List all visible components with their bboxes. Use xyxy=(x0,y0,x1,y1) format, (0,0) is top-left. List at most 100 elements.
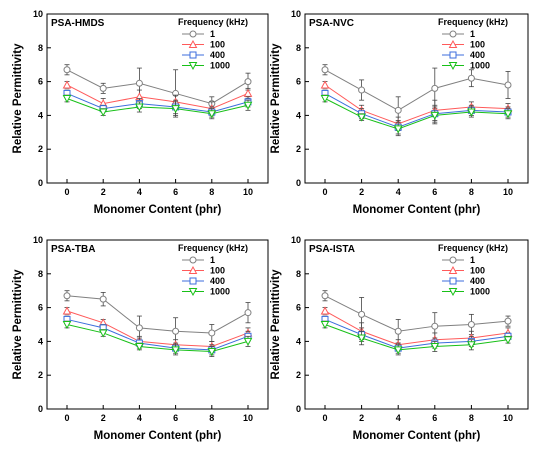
data-point xyxy=(394,106,402,114)
x-axis-label: Monomer Content (phr) xyxy=(94,430,222,442)
x-tick-label: 6 xyxy=(173,413,178,423)
series-line xyxy=(324,310,509,346)
series-400khz xyxy=(63,315,252,356)
x-tick-label: 0 xyxy=(322,413,327,423)
y-tick-label: 4 xyxy=(38,336,43,346)
data-point xyxy=(208,329,216,337)
data-point xyxy=(62,321,72,330)
x-tick-label: 8 xyxy=(209,413,214,423)
data-point xyxy=(393,346,403,355)
x-tick-label: 8 xyxy=(209,187,214,197)
series-line xyxy=(324,318,509,349)
legend-label: 100 xyxy=(470,266,485,276)
data-point xyxy=(171,346,180,355)
legend-label: 400 xyxy=(210,276,225,286)
data-point xyxy=(63,292,71,300)
series-1khz xyxy=(321,290,512,344)
series-line xyxy=(66,318,249,351)
x-tick-label: 4 xyxy=(137,187,142,197)
data-point xyxy=(467,321,475,328)
x-tick-label: 6 xyxy=(173,187,178,197)
data-point xyxy=(207,110,217,119)
data-point xyxy=(393,125,403,134)
legend-marker xyxy=(189,256,197,264)
y-tick-label: 8 xyxy=(38,43,43,53)
data-point xyxy=(320,321,330,330)
series-1000khz xyxy=(320,94,513,137)
legend-label: 1000 xyxy=(210,287,230,297)
x-tick-label: 6 xyxy=(432,187,437,197)
series-400khz xyxy=(321,89,512,135)
data-point xyxy=(135,324,143,332)
x-tick-label: 10 xyxy=(503,187,513,197)
x-tick-label: 4 xyxy=(396,187,401,197)
y-tick-label: 2 xyxy=(38,144,43,154)
legend-label: 1 xyxy=(470,29,475,39)
y-tick-label: 10 xyxy=(291,235,301,245)
plot-frame xyxy=(46,13,269,184)
data-point xyxy=(467,74,475,82)
legend-marker xyxy=(449,30,457,38)
legend-marker xyxy=(188,39,198,48)
y-tick-label: 4 xyxy=(296,110,301,120)
x-tick-label: 10 xyxy=(503,413,513,423)
legend-marker xyxy=(448,288,458,297)
y-tick-label: 8 xyxy=(296,269,301,279)
y-tick-label: 0 xyxy=(38,404,43,414)
y-tick-label: 2 xyxy=(38,370,43,380)
legend-label: 1 xyxy=(470,255,475,265)
data-point xyxy=(98,329,108,338)
data-point xyxy=(243,337,253,346)
y-tick-label: 8 xyxy=(38,269,43,279)
x-tick-label: 4 xyxy=(137,413,142,423)
y-tick-label: 6 xyxy=(296,303,301,313)
series-line xyxy=(66,324,249,353)
data-point xyxy=(135,342,144,352)
series-line xyxy=(324,92,509,128)
data-point xyxy=(207,348,217,357)
y-tick-label: 4 xyxy=(296,336,301,346)
legend-marker xyxy=(189,277,197,285)
x-axis-label: Monomer Content (phr) xyxy=(94,204,222,216)
data-point xyxy=(98,108,108,117)
legend-label: 400 xyxy=(470,276,485,286)
data-point xyxy=(504,81,512,89)
series-1khz xyxy=(63,290,252,346)
y-tick-label: 6 xyxy=(38,77,43,87)
x-tick-label: 8 xyxy=(469,413,474,423)
legend-label: 1000 xyxy=(470,287,490,297)
x-tick-label: 2 xyxy=(101,187,106,197)
legend-title: Frequency (kHz) xyxy=(438,243,508,253)
series-100khz xyxy=(320,80,513,132)
y-axis-label: Relative Permittivity xyxy=(270,43,282,154)
legend-label: 400 xyxy=(210,50,225,60)
series-line xyxy=(66,92,249,113)
y-axis-label: Relative Permittivity xyxy=(270,269,282,380)
y-axis-label: Relative Permittivity xyxy=(12,269,24,380)
legend-label: 100 xyxy=(210,40,225,50)
plot-frame xyxy=(304,239,529,410)
data-point xyxy=(244,78,252,86)
data-point xyxy=(503,110,513,119)
series-line xyxy=(66,84,249,110)
legend-marker xyxy=(188,288,198,297)
legend-marker xyxy=(449,51,457,59)
data-point xyxy=(171,105,180,114)
legend-label: 100 xyxy=(210,266,225,276)
data-point xyxy=(431,322,439,330)
x-tick-label: 0 xyxy=(64,187,69,197)
series-1000khz xyxy=(320,320,513,356)
data-point xyxy=(321,66,329,74)
data-point xyxy=(320,306,330,315)
data-point xyxy=(63,66,71,74)
data-point xyxy=(135,103,144,112)
panel-title: PSA-HMDS xyxy=(51,18,105,29)
legend-marker xyxy=(448,265,458,274)
series-1000khz xyxy=(62,320,253,358)
data-point xyxy=(430,342,440,352)
x-tick-label: 2 xyxy=(101,413,106,423)
data-point xyxy=(503,336,513,345)
